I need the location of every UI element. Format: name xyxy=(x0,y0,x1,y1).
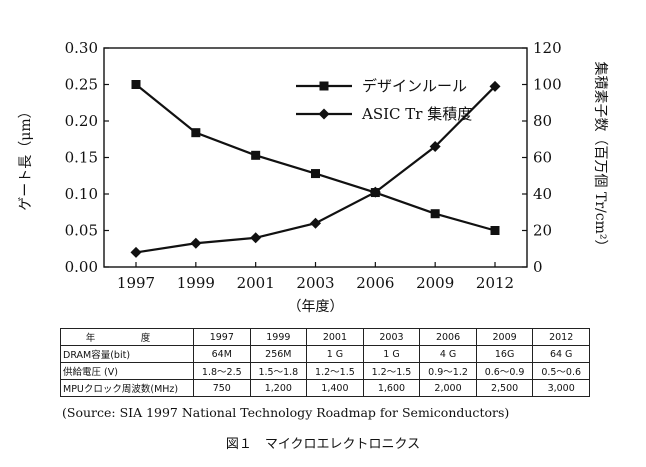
chart-legend: デザインルール ASIC Tr 集積度 xyxy=(296,77,472,123)
table-cell: 2,500 xyxy=(475,379,534,397)
design-rule-point xyxy=(430,209,440,219)
chart-axes: 0.00 0.05 0.10 0.15 0.20 0.25 0.30 0 20 40 60 80 100… xyxy=(18,39,609,315)
asic-density-point xyxy=(489,80,501,92)
figure-caption: 図１ マイクロエレクトロニクス xyxy=(225,437,421,452)
table-row-dram: DRAM容量(bit) 64M 256M 1 G 1 G 4 G 16G 64 … xyxy=(60,345,590,363)
table-cell: 0.5～0.6 xyxy=(532,362,590,380)
table-row-clock: MPUクロック周波数(MHz) 750 1,200 1,400 1,600 2,… xyxy=(60,379,590,397)
design-rule-point xyxy=(191,128,201,138)
design-rule-point xyxy=(311,169,320,179)
y-right-tick-label: 20 xyxy=(533,222,552,240)
asic-density-point xyxy=(429,141,441,153)
legend-label: ASIC Tr 集積度 xyxy=(361,105,472,123)
y-left-tick-label: 0.30 xyxy=(65,39,98,57)
asic-density-point xyxy=(190,237,202,249)
y-left-tick-label: 0.25 xyxy=(65,76,98,94)
x-tick-label: 2001 xyxy=(237,274,275,292)
table-cell: 1,200 xyxy=(249,379,308,397)
table-header-year: 2006 xyxy=(419,328,477,346)
table-cell: 4 G xyxy=(419,345,477,363)
table-header-year: 2003 xyxy=(362,328,421,346)
design-rule-point xyxy=(490,226,500,235)
y-right-tick-label: 120 xyxy=(533,39,562,57)
table-row-label: MPUクロック周波数(MHz) xyxy=(60,379,194,397)
table-header-year: 2009 xyxy=(475,328,534,346)
y-right-tick-label: 100 xyxy=(533,76,562,94)
y-right-tick-label: 0 xyxy=(533,258,543,276)
y-left-tick-label: 0.00 xyxy=(65,258,98,276)
asic-density-point xyxy=(369,186,381,198)
y-right-tick-label: 60 xyxy=(533,149,552,167)
design-rule-point xyxy=(131,80,141,89)
table-cell: 1,600 xyxy=(362,379,421,397)
table-cell: 2,000 xyxy=(419,379,477,397)
table-cell: 64M xyxy=(193,345,251,363)
table-cell: 1 G xyxy=(362,345,421,363)
table-header-year: 1997 xyxy=(193,328,251,346)
table-cell: 750 xyxy=(193,379,251,397)
legend-label: デザインルール xyxy=(362,77,467,95)
y-left-tick-label: 0.05 xyxy=(65,222,98,240)
x-axis-title: （年度） xyxy=(288,299,344,315)
table-cell: 0.9～1.2 xyxy=(419,362,477,380)
table-header-row: 年 度 1997 1999 2001 2003 2006 2009 2012 xyxy=(60,328,590,346)
table-cell: 1.2～1.5 xyxy=(362,362,421,380)
x-tick-label: 1997 xyxy=(117,274,155,292)
chart-series xyxy=(130,80,501,258)
table-header-year: 2012 xyxy=(532,328,590,346)
table-cell: 256M xyxy=(249,345,308,363)
legend-key-asic-density-marker xyxy=(318,108,330,120)
table-cell: 16G xyxy=(475,345,534,363)
spec-table: 年 度 1997 1999 2001 2003 2006 2009 2012 D… xyxy=(60,328,590,397)
table-row-label: 供給電圧 (V) xyxy=(60,362,194,380)
legend-key-design-rule-marker xyxy=(319,81,329,91)
table-cell: 3,000 xyxy=(532,379,590,397)
table-cell: 1.8～2.5 xyxy=(193,362,251,380)
table-cell: 1 G xyxy=(306,345,364,363)
asic-density-point xyxy=(130,246,142,258)
y-right-tick-label: 40 xyxy=(533,185,552,203)
y-left-tick-label: 0.10 xyxy=(65,185,98,203)
table-cell: 1,400 xyxy=(306,379,364,397)
x-tick-label: 2012 xyxy=(476,274,514,292)
source-note: (Source: SIA 1997 National Technology Ro… xyxy=(62,405,510,420)
y-left-axis-title: ゲート長（μm） xyxy=(18,104,34,210)
x-tick-label: 2009 xyxy=(416,274,454,292)
x-tick-label: 2003 xyxy=(296,274,334,292)
x-tick-label: 1999 xyxy=(177,274,215,292)
x-tick-label: 2006 xyxy=(356,274,394,292)
table-row-label: DRAM容量(bit) xyxy=(60,345,194,363)
chart: 0.00 0.05 0.10 0.15 0.20 0.25 0.30 0 20 40 60 80 100… xyxy=(18,39,609,315)
table-cell: 1.2～1.5 xyxy=(306,362,364,380)
asic-density-point xyxy=(250,232,262,244)
table-header-label: 年 度 xyxy=(60,328,194,346)
table-row-voltage: 供給電圧 (V) 1.8～2.5 1.5～1.8 1.2～1.5 1.2～1.5… xyxy=(60,362,590,380)
table-header-year: 2001 xyxy=(306,328,364,346)
table-cell: 0.6～0.9 xyxy=(475,362,534,380)
y-left-tick-label: 0.15 xyxy=(65,149,98,167)
table-cell: 64 G xyxy=(532,345,590,363)
table-cell: 1.5～1.8 xyxy=(249,362,308,380)
y-right-axis-title: 集積素子数（百万個 Tr/cm²） xyxy=(592,62,609,254)
y-right-tick-label: 80 xyxy=(533,112,552,130)
design-rule-point xyxy=(251,150,261,160)
y-left-tick-label: 0.20 xyxy=(65,112,98,130)
asic-density-point xyxy=(310,217,321,229)
table-header-year: 1999 xyxy=(249,328,308,346)
